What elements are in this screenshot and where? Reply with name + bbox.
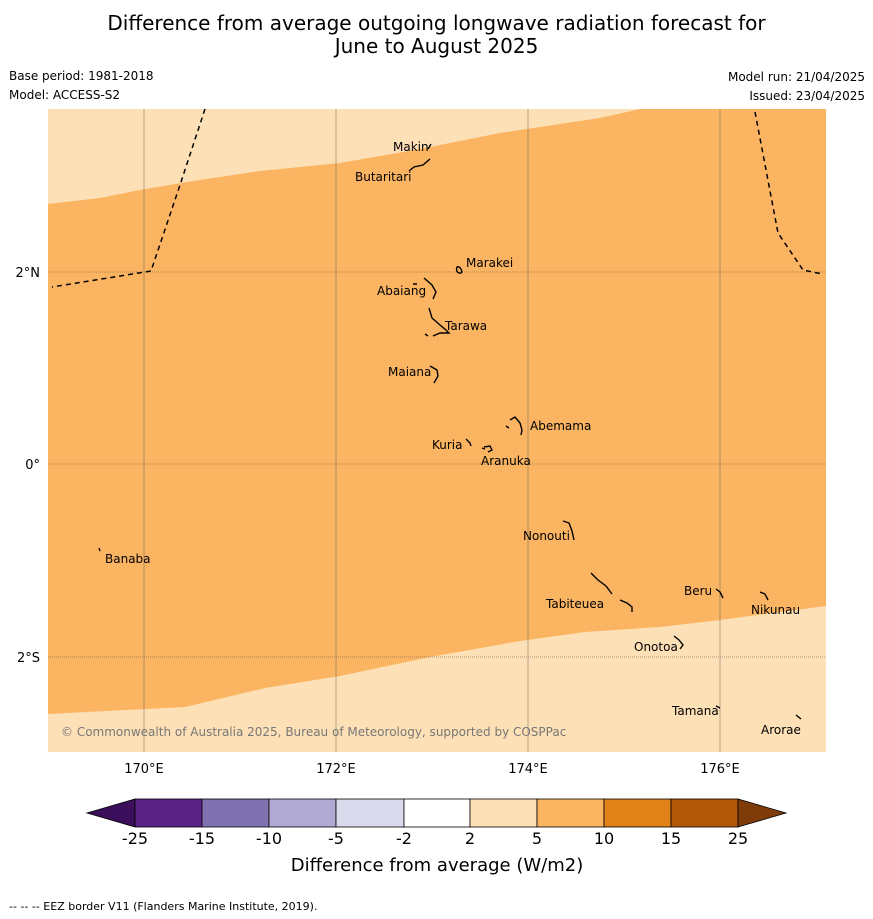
eez-footnote: -- -- -- EEZ border V11 (Flanders Marine… [9, 900, 318, 913]
place-label-nonouti: Nonouti [523, 529, 570, 543]
place-label-aranuka: Aranuka [481, 454, 531, 468]
lon-label-170e: 170°E [124, 762, 164, 777]
island-nonouti [562, 520, 575, 541]
islands [98, 143, 802, 720]
place-label-marakei: Marakei [466, 256, 513, 270]
legend-swatch-8 [603, 798, 672, 828]
legend-tick-6: 5 [532, 829, 542, 848]
title-line-2: June to August 2025 [334, 34, 539, 58]
island-butaritari [408, 158, 431, 172]
legend-tick-0: -25 [122, 829, 148, 848]
lat-label-2s: 2°S [17, 651, 40, 666]
island-tabiteuea [590, 572, 633, 612]
place-label-tarawa: Tarawa [444, 319, 487, 333]
place-label-makin: Makin [393, 140, 429, 154]
legend-tick-8: 15 [661, 829, 681, 848]
island-marakei [455, 266, 463, 274]
island-maiana [429, 365, 439, 384]
island-aranuka [481, 445, 493, 453]
base-period: Base period: 1981-2018 [9, 69, 154, 83]
legend-tick-2: -10 [256, 829, 282, 848]
legend-swatch-3 [268, 798, 337, 828]
map-figure: Makin Butaritari Marakei Abaiang Tarawa … [16, 109, 826, 876]
color-legend: -25 -15 -10 -5 -2 2 5 10 15 25 Differenc… [85, 798, 788, 876]
legend-tick-5: 2 [465, 829, 475, 848]
place-label-banaba: Banaba [105, 552, 151, 566]
legend-tick-9: 25 [728, 829, 748, 848]
island-kuria [465, 438, 472, 447]
lon-label-172e: 172°E [316, 762, 356, 777]
eez-border [51, 109, 823, 288]
lon-label-176e: 176°E [700, 762, 740, 777]
place-label-maiana: Maiana [388, 365, 431, 379]
place-label-tabiteuea: Tabiteuea [545, 597, 604, 611]
legend-tick-1: -15 [189, 829, 215, 848]
place-label-arorae: Arorae [761, 723, 801, 737]
place-label-butaritari: Butaritari [355, 170, 412, 184]
legend-swatch-5 [403, 798, 471, 828]
lat-label-0: 0° [25, 458, 40, 473]
copyright-notice: © Commonwealth of Australia 2025, Bureau… [61, 725, 566, 739]
legend-label: Difference from average (W/m2) [291, 855, 583, 876]
place-label-abemama: Abemama [530, 419, 591, 433]
place-label-kuria: Kuria [432, 438, 463, 452]
island-beru [715, 588, 724, 599]
place-label-onotoa: Onotoa [634, 640, 678, 654]
map-area: Makin Butaritari Marakei Abaiang Tarawa … [48, 109, 826, 752]
legend-swatch-2 [201, 798, 270, 828]
island-onotoa [673, 635, 684, 650]
legend-arrow-high [737, 798, 788, 828]
title-line-1: Difference from average outgoing longwav… [107, 11, 766, 35]
legend-swatch-4 [335, 798, 405, 828]
legend-tick-7: 10 [594, 829, 614, 848]
legend-tick-3: -5 [328, 829, 344, 848]
island-nikunau [759, 591, 769, 601]
issued-date: Issued: 23/04/2025 [749, 89, 865, 103]
island-makin [427, 143, 432, 150]
island-abaiang [413, 277, 437, 300]
place-label-nikunau: Nikunau [751, 603, 800, 617]
island-tarawa [424, 307, 451, 337]
lon-label-174e: 174°E [508, 762, 548, 777]
place-label-tamana: Tamana [671, 704, 719, 718]
model-name: Model: ACCESS-S2 [9, 88, 121, 102]
island-banaba [98, 547, 101, 552]
island-arorae [795, 714, 802, 720]
island-tamana [715, 705, 721, 709]
gridlines [143, 109, 721, 752]
legend-tick-4: -2 [396, 829, 412, 848]
map-title: Difference from average outgoing longwav… [0, 12, 873, 58]
legend-swatch-7 [536, 798, 605, 828]
place-label-beru: Beru [684, 584, 712, 598]
legend-swatch-6 [469, 798, 538, 828]
island-abemama [505, 416, 523, 436]
legend-swatch-9 [670, 798, 739, 828]
anomaly-band-dark [48, 109, 826, 714]
legend-arrow-low [85, 798, 136, 828]
legend-swatch-1 [134, 798, 203, 828]
model-run: Model run: 21/04/2025 [727, 70, 865, 84]
lat-label-2n: 2°N [16, 266, 41, 281]
place-label-abaiang: Abaiang [377, 284, 426, 298]
